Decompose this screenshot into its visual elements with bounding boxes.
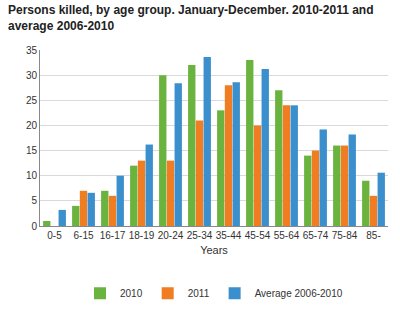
svg-text:Average 2006-2010: Average 2006-2010 (255, 288, 343, 299)
svg-text:18-19: 18-19 (129, 230, 155, 241)
svg-text:20-24: 20-24 (158, 230, 184, 241)
svg-text:85-: 85- (366, 230, 380, 241)
svg-text:Persons killed, by age group.: Persons killed, by age group. January-De… (8, 3, 374, 33)
svg-text:5: 5 (31, 195, 37, 206)
svg-text:30: 30 (26, 70, 38, 81)
svg-text:55-64: 55-64 (274, 230, 300, 241)
svg-text:65-74: 65-74 (303, 230, 329, 241)
svg-text:45-54: 45-54 (245, 230, 271, 241)
svg-text:10: 10 (26, 170, 38, 181)
svg-text:6-15: 6-15 (73, 230, 93, 241)
svg-text:0-5: 0-5 (47, 230, 62, 241)
svg-text:15: 15 (26, 145, 38, 156)
svg-text:25-34: 25-34 (187, 230, 213, 241)
svg-text:35-44: 35-44 (216, 230, 242, 241)
svg-text:25: 25 (26, 95, 38, 106)
svg-text:35: 35 (26, 45, 38, 56)
svg-text:16-17: 16-17 (100, 230, 126, 241)
svg-text:0: 0 (31, 221, 37, 232)
svg-text:20: 20 (26, 120, 38, 131)
svg-text:75-84: 75-84 (332, 230, 358, 241)
svg-text:2011: 2011 (188, 288, 210, 299)
svg-text:Years: Years (200, 244, 228, 256)
svg-text:2010: 2010 (120, 288, 143, 299)
